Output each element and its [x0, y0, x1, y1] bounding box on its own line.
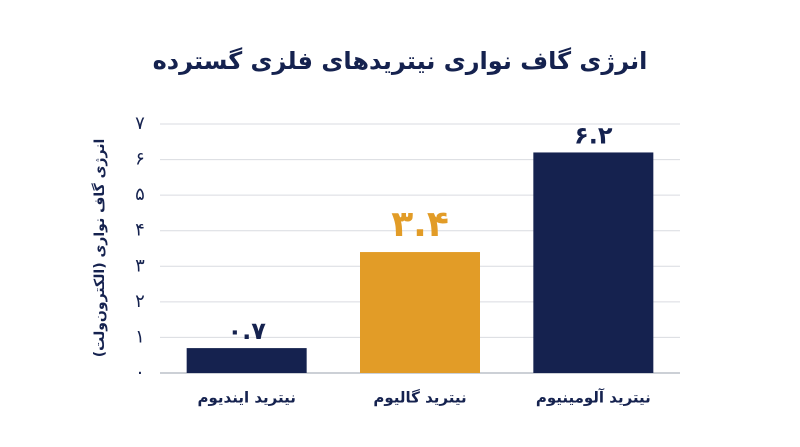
- y-tick-label: ۵: [135, 184, 145, 205]
- bar: [533, 152, 654, 373]
- y-tick-label: ۶: [135, 149, 145, 170]
- value-label: ۰.۷: [227, 317, 266, 345]
- y-tick-label: ۰: [135, 362, 145, 383]
- bar: [186, 348, 307, 373]
- y-tick-label: ۴: [135, 220, 145, 241]
- y-tick-label: ۷: [135, 113, 145, 134]
- y-tick-label: ۳: [135, 255, 145, 276]
- chart-title: انرژی گاف نواری نیتریدهای فلزی گسترده: [153, 47, 648, 75]
- value-label: ۳.۴: [391, 204, 449, 245]
- value-label: ۶.۲: [574, 121, 613, 149]
- y-tick-label: ۱: [135, 326, 145, 347]
- x-tick-label: نیترید گالیوم: [373, 389, 466, 407]
- y-tick-label: ۲: [135, 291, 145, 312]
- bar: [360, 252, 480, 373]
- x-tick-label: نیترید آلومینیوم: [536, 389, 651, 407]
- x-tick-label: نیترید ایندیوم: [198, 389, 296, 407]
- y-axis-title: انرژی گاف نواری (الکترون‌ولت): [91, 139, 108, 358]
